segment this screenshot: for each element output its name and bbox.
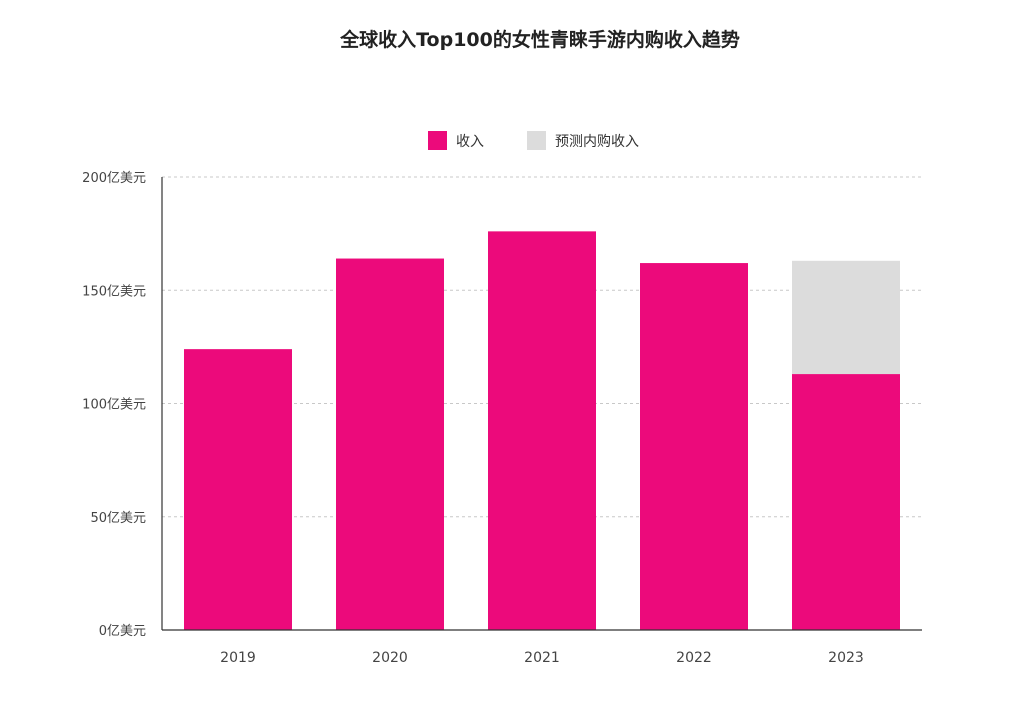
y-tick-label: 150亿美元 [82, 284, 146, 299]
legend-swatch [428, 131, 447, 150]
legend-label: 收入 [456, 134, 484, 150]
y-tick-label: 100亿美元 [82, 398, 146, 413]
axes: 0亿美元 50亿美元 100亿美元 150亿美元 200亿美元 2019 2020 2021 2… [82, 171, 922, 666]
x-tick-label: 2023 [828, 650, 864, 666]
legend: 收入 预测内购收入 [428, 131, 639, 150]
bar-revenue [184, 349, 292, 630]
legend-label: 预测内购收入 [555, 134, 639, 150]
y-tick-label: 200亿美元 [82, 171, 146, 186]
y-tick-label: 0亿美元 [99, 624, 146, 639]
bar-revenue [640, 263, 748, 630]
bar-forecast [792, 260, 900, 375]
bar-revenue [336, 258, 444, 630]
bar-revenue [792, 374, 900, 630]
y-tick-label: 50亿美元 [90, 511, 146, 526]
legend-swatch [527, 131, 546, 150]
x-tick-label: 2020 [372, 650, 408, 666]
x-tick-label: 2021 [524, 650, 560, 666]
chart-title: 全球收入Top100的女性青睐手游内购收入趋势 [339, 28, 740, 51]
x-tick-label: 2022 [676, 650, 712, 666]
bar-revenue [488, 231, 596, 631]
bars [184, 231, 900, 631]
x-tick-label: 2019 [220, 650, 256, 666]
